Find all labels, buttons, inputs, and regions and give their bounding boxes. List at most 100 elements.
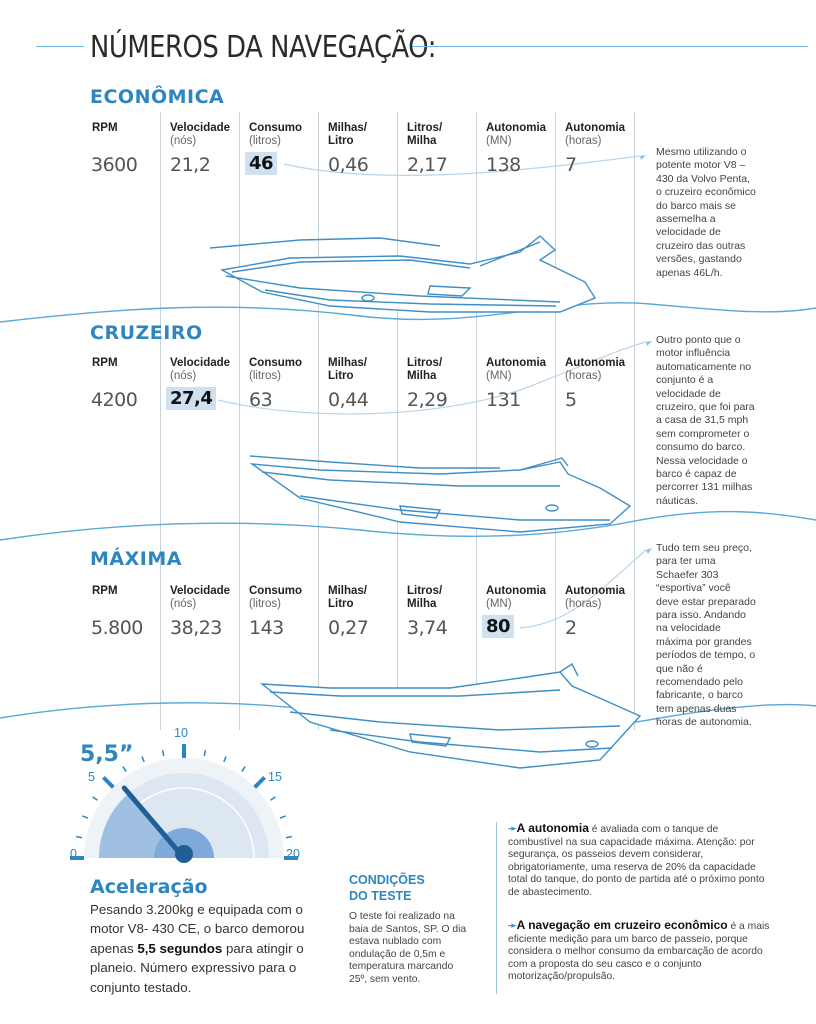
arrow-icon: ➛ (508, 824, 517, 835)
value-velocidade: 38,23 (170, 617, 222, 639)
conditions-title: CONDIÇÕES DO TESTE (349, 873, 425, 903)
section-title-maxima: MÁXIMA (90, 548, 182, 570)
note-autonomia: ➛A autonomia é avaliada com o tanque de … (508, 821, 765, 898)
callout-arrowhead (640, 155, 646, 160)
column-header-velocidade: Velocidade (nós) (170, 585, 231, 610)
column-header-autonomia-mn: Autonomia (MN) (486, 357, 547, 382)
wave-line (0, 510, 816, 541)
column-header-milhas-litro: Milhas/Litro (328, 357, 367, 382)
column-header-autonomia-mn: Autonomia (MN) (486, 122, 547, 147)
gauge-tick-label-15: 15 (268, 770, 282, 784)
value-velocidade: 21,2 (170, 154, 211, 176)
acceleration-title: Aceleração (90, 876, 208, 898)
side-note-cruzeiro: Outro ponto que o motor influência autom… (656, 334, 755, 507)
value-milhas-litro: 0,27 (328, 617, 369, 639)
gauge-minor-tick (75, 835, 83, 839)
value-autonomia-mn-highlighted: 80 (482, 615, 515, 638)
gauge-tick-label-20: 20 (286, 847, 300, 861)
gauge-tick-label-0: 0 (70, 847, 77, 861)
side-note-economica: Mesmo utilizando o potente motor V8 – 43… (656, 146, 756, 279)
value-consumo: 143 (249, 617, 284, 639)
boat-illustration (249, 455, 632, 533)
value-milhas-litro: 0,44 (328, 389, 369, 411)
column-header-autonomia-horas: Autonomia (horas) (565, 585, 626, 610)
gauge-tick-label-5: 5 (88, 770, 95, 784)
value-litros-milha: 2,29 (407, 389, 448, 411)
gauge-minor-tick (141, 756, 145, 763)
value-autonomia-horas: 7 (565, 154, 577, 176)
title-rule-left (36, 46, 84, 47)
column-divider (555, 112, 556, 730)
value-autonomia-mn: 131 (486, 389, 521, 411)
boat-illustration (259, 662, 642, 769)
column-header-autonomia-horas: Autonomia (horas) (565, 122, 626, 147)
column-divider (634, 112, 635, 730)
column-header-litros-milha: Litros/Milha (407, 585, 443, 610)
callout-connector (283, 155, 641, 176)
gauge-inner-disc (154, 828, 214, 858)
callout-arrowhead (646, 341, 652, 346)
value-autonomia-mn: 138 (486, 154, 521, 176)
value-rpm: 3600 (91, 154, 138, 176)
conditions-text: O teste foi realizado na baia de Santos,… (349, 911, 467, 985)
section-title-cruzeiro: CRUZEIRO (90, 322, 203, 344)
note-cruzeiro-economico: ➛A navegação em cruzeiro econômico é a m… (508, 918, 770, 982)
gauge-hub (175, 845, 193, 863)
value-milhas-litro: 0,46 (328, 154, 369, 176)
gauge-minor-tick (105, 779, 111, 785)
page-title: NÚMEROS DA NAVEGAÇÃO: (90, 30, 436, 65)
value-autonomia-horas: 2 (565, 617, 577, 639)
notes-divider (496, 822, 497, 994)
column-divider (239, 112, 240, 730)
column-header-milhas-litro: Milhas/Litro (328, 122, 367, 147)
gauge-minor-tick (223, 756, 227, 763)
column-header-rpm: RPM (92, 357, 118, 369)
title-rule-right (412, 46, 808, 47)
side-note-maxima: Tudo tem seu preço, para ter uma Schaefe… (656, 542, 756, 729)
gauge-minor-tick (241, 766, 246, 772)
gauge-minor-tick (161, 749, 165, 757)
boat-illustration (209, 235, 597, 313)
acceleration-highlight: 5,5 segundos (137, 940, 223, 956)
section-title-economica: ECONÔMICA (90, 86, 225, 108)
value-rpm: 5.800 (91, 617, 143, 639)
gauge-minor-tick (203, 749, 207, 757)
value-autonomia-horas: 5 (565, 389, 577, 411)
column-header-milhas-litro: Milhas/Litro (328, 585, 367, 610)
callout-connector (217, 341, 647, 415)
column-header-autonomia-mn: Autonomia (MN) (486, 585, 547, 610)
column-divider (476, 112, 477, 730)
column-header-consumo: Consumo (litros) (249, 357, 303, 382)
column-header-rpm: RPM (92, 122, 118, 134)
column-header-litros-milha: Litros/Milha (407, 357, 443, 382)
callout-connector (519, 549, 647, 629)
column-divider (397, 112, 398, 730)
callout-arrowhead (646, 548, 652, 554)
wave-line (0, 302, 816, 323)
gauge-minor-tick (92, 796, 98, 801)
column-divider (160, 112, 161, 730)
gauge-minor-tick (122, 766, 127, 772)
gauge-tick-label-10: 10 (174, 726, 188, 740)
gauge-minor-tick (279, 815, 286, 819)
column-header-consumo: Consumo (litros) (249, 122, 303, 147)
column-header-autonomia-horas: Autonomia (horas) (565, 357, 626, 382)
column-header-velocidade: Velocidade (nós) (170, 357, 231, 382)
gauge-minor-tick (270, 796, 276, 801)
acceleration-gauge (70, 744, 298, 863)
arrow-icon: ➛ (508, 921, 517, 932)
value-litros-milha: 3,74 (407, 617, 448, 639)
acceleration-text: Pesando 3.200kg e equipada com o motor V… (90, 902, 305, 995)
column-divider (318, 112, 319, 730)
value-consumo: 63 (249, 389, 273, 411)
value-velocidade-highlighted: 27,4 (166, 387, 217, 410)
column-header-rpm: RPM (92, 585, 118, 597)
column-header-velocidade: Velocidade (nós) (170, 122, 231, 147)
column-header-litros-milha: Litros/Milha (407, 122, 443, 147)
gauge-time-label: 5,5” (80, 742, 134, 767)
gauge-tick-marks (70, 744, 298, 860)
column-header-consumo: Consumo (litros) (249, 585, 303, 610)
value-rpm: 4200 (91, 389, 138, 411)
value-consumo-highlighted: 46 (245, 152, 278, 175)
